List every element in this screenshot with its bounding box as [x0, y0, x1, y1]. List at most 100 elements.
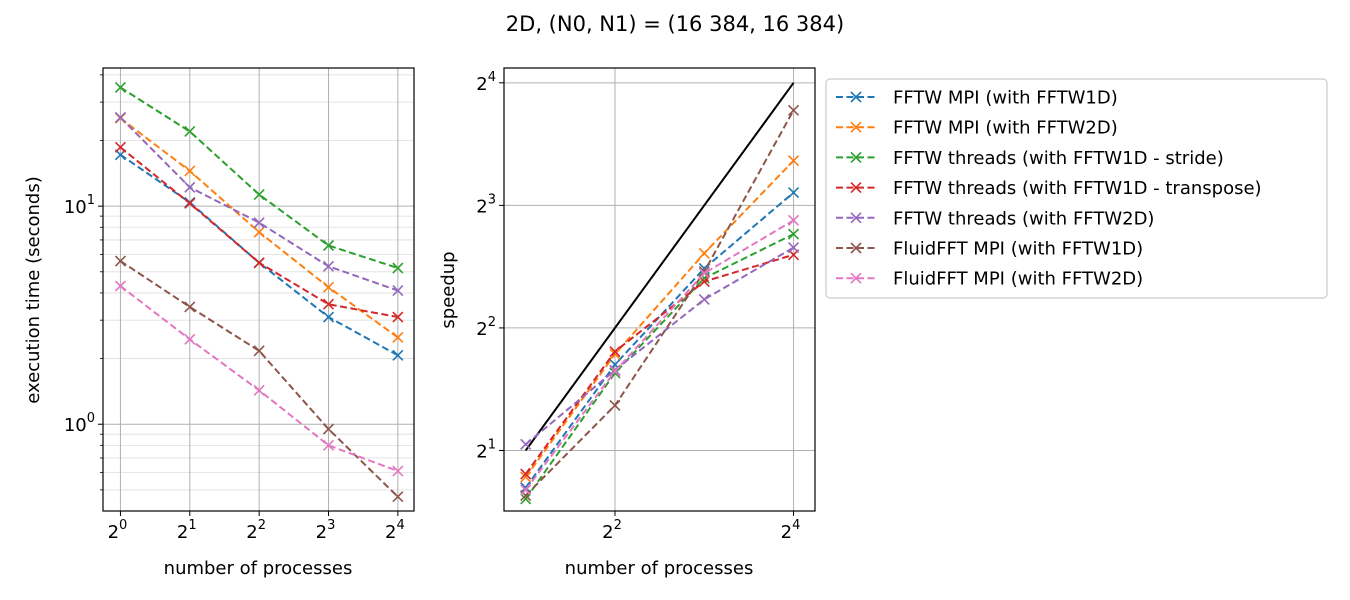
speedup-series-2	[520, 228, 800, 505]
speedup-data-point	[520, 493, 532, 505]
speedup-data-point	[698, 247, 710, 259]
execution-time-series-1	[114, 112, 404, 344]
execution-time-data-point	[114, 280, 127, 292]
speedup-data-point	[787, 104, 800, 116]
speedup-data-point	[787, 228, 800, 240]
execution-time-x-tick-label: 22	[246, 518, 266, 543]
speedup-ticks: 22 24 21 22 23 24	[476, 70, 800, 543]
legend-label: FFTW threads (with FFTW1D - transpose)	[893, 178, 1262, 199]
execution-time-data-point	[322, 423, 335, 435]
execution-time-series-5	[114, 255, 404, 503]
execution-time-data-point	[184, 301, 196, 313]
speedup-y-tick-label: 23	[476, 192, 496, 217]
execution-time-ticks: 20 21 22 23 24 100 101	[64, 74, 405, 543]
execution-time-x-tick-label: 23	[316, 518, 336, 543]
speedup-data-point	[520, 484, 532, 496]
execution-time-data-point	[322, 281, 335, 293]
speedup-data-point	[698, 293, 710, 305]
execution-time-data-point	[114, 111, 127, 124]
speedup-data-point	[787, 155, 800, 167]
speedup-series-line	[524, 253, 794, 475]
execution-time-data-point	[322, 311, 335, 323]
speedup-series-line	[524, 219, 795, 491]
speedup-series-1	[520, 155, 800, 483]
execution-time-data-point	[253, 217, 265, 229]
execution-time-data-point	[322, 439, 335, 451]
execution-time-data-point	[322, 298, 335, 310]
execution-time-ylabel: execution time (seconds)	[23, 176, 44, 403]
execution-time-data-point	[253, 226, 265, 238]
execution-time-data-point	[114, 81, 127, 94]
speedup-data-point	[698, 267, 710, 279]
speedup-frame	[503, 67, 816, 512]
execution-time-data-point	[322, 239, 335, 252]
execution-time-y-tick-label: 101	[64, 193, 95, 218]
speedup-data-point	[698, 266, 710, 278]
speedup-x-tick-label: 22	[602, 518, 622, 543]
speedup-y-tick-label: 21	[476, 437, 496, 462]
speedup-series-5	[520, 104, 800, 502]
legend-label: FFTW threads (with FFTW1D - stride)	[893, 148, 1224, 169]
execution-time-series-6	[114, 280, 404, 477]
legend-swatch-marker	[850, 121, 862, 133]
execution-time-series	[114, 81, 404, 503]
legend-swatch-marker	[850, 212, 862, 224]
legend-label: FFTW threads (with FFTW2D)	[893, 208, 1154, 229]
execution-time-data-point	[114, 141, 127, 153]
execution-time-data-point	[392, 465, 404, 477]
legend: FFTW MPI (with FFTW1D) FFTW MPI (with FFT…	[825, 78, 1328, 299]
speedup-y-tick-label: 24	[476, 70, 496, 95]
execution-time-data-point	[253, 345, 265, 357]
execution-time-data-point	[114, 255, 127, 267]
figure-title: 2D, (N0, N1) = (16 384, 16 384)	[506, 12, 844, 36]
execution-time-data-point	[392, 311, 404, 323]
speedup-series-line	[524, 109, 795, 497]
legend-swatch-marker	[850, 151, 862, 163]
execution-time-series-line	[119, 260, 399, 498]
speedup-data-point	[609, 348, 621, 360]
speedup-series-line	[525, 246, 795, 446]
speedup-xlabel: number of processes	[565, 558, 754, 579]
legend-label: FluidFFT MPI (with FFTW1D)	[893, 239, 1143, 260]
execution-time-series-4	[114, 111, 404, 297]
legend-label: FFTW MPI (with FFTW1D)	[893, 88, 1118, 109]
speedup-ideal-line	[524, 82, 795, 452]
legend-item: FFTW threads (with FFTW1D - stride)	[836, 148, 1224, 169]
speedup-x-tick-label: 24	[781, 518, 801, 543]
legend-swatch-marker	[850, 91, 862, 103]
execution-time-xlabel: number of processes	[164, 558, 353, 579]
speedup-data-point	[787, 242, 800, 254]
execution-time-x-tick-label: 21	[177, 518, 197, 543]
speedup-data-point	[787, 214, 800, 226]
legend-item: FFTW MPI (with FFTW1D)	[836, 88, 1118, 109]
legend-swatch-marker	[850, 242, 862, 254]
legend-item: FFTW MPI (with FFTW2D)	[836, 118, 1118, 139]
legend-label: FFTW MPI (with FFTW2D)	[893, 118, 1118, 139]
execution-time-data-point	[184, 333, 196, 345]
speedup-series-6	[520, 214, 800, 496]
execution-time-data-point	[184, 165, 196, 177]
execution-time-data-point	[392, 491, 404, 503]
execution-time-x-tick-label: 20	[108, 518, 128, 543]
execution-time-data-point	[392, 262, 404, 274]
legend-swatch-marker	[850, 272, 862, 284]
legend-swatch-marker	[850, 182, 862, 194]
execution-time-series-line	[119, 86, 399, 270]
speedup-data-point	[787, 187, 800, 199]
execution-time-y-tick-label: 100	[64, 411, 95, 436]
execution-time-data-point	[392, 331, 404, 344]
execution-time-data-point	[184, 181, 196, 193]
speedup-series-line	[524, 233, 794, 500]
speedup-series-line	[524, 160, 795, 478]
speedup-y-tick-label: 22	[476, 315, 496, 340]
speedup-data-point	[609, 399, 621, 411]
execution-time-data-point	[322, 260, 335, 272]
speedup-data-point	[520, 468, 532, 480]
execution-time-series-line	[119, 153, 399, 357]
speedup-data-point	[609, 345, 621, 358]
speedup-grid	[504, 68, 815, 511]
speedup-ylabel: speedup	[438, 251, 459, 328]
speedup-series-4	[520, 242, 800, 450]
execution-time-series-2	[114, 81, 404, 274]
